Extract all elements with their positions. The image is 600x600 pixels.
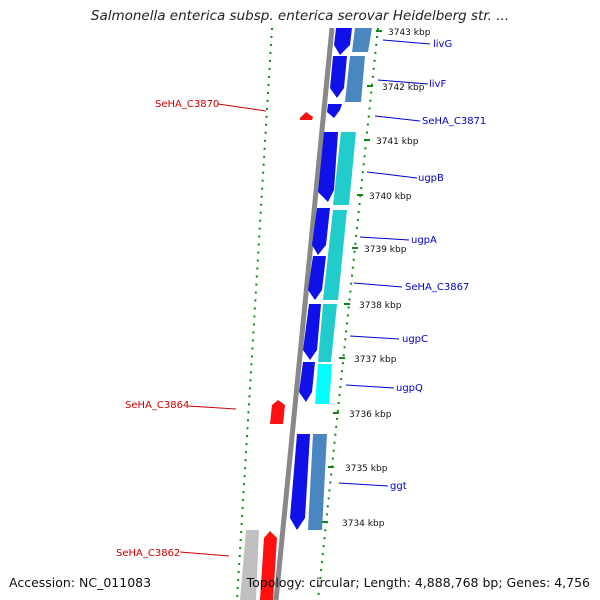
gc-track-left bbox=[236, 27, 273, 600]
accession-label: Accession: NC_011083 bbox=[9, 575, 152, 590]
gene-label-livF: livF bbox=[429, 79, 446, 90]
scale-label: 3742 kbp bbox=[382, 83, 425, 93]
gene-label-ggt: ggt bbox=[390, 481, 407, 492]
gene-label-SeHA_C3867: SeHA_C3867 bbox=[405, 282, 469, 293]
cds-SeHA_C3862-gray[interactable] bbox=[240, 530, 259, 600]
scale-label: 3739 kbp bbox=[364, 245, 407, 255]
map-title: Salmonella enterica subsp. enterica sero… bbox=[90, 8, 510, 24]
scale-label: 3736 kbp bbox=[349, 410, 392, 420]
gene-ugpA-forward[interactable] bbox=[312, 208, 330, 255]
cds-ugpA[interactable] bbox=[323, 210, 347, 300]
genome-summary: Topology: circular; Length: 4,888,768 bp… bbox=[246, 575, 590, 590]
scale-label: 3738 kbp bbox=[359, 301, 402, 311]
gene-labels-left: SeHA_C3870 SeHA_C3864 SeHA_C3862 bbox=[116, 99, 219, 559]
cds-ggt[interactable] bbox=[308, 434, 327, 530]
cds-livF[interactable] bbox=[345, 56, 365, 102]
scale-label: 3737 kbp bbox=[354, 355, 397, 365]
gene-label-ugpC: ugpC bbox=[402, 334, 428, 345]
scale-label: 3734 kbp bbox=[342, 519, 385, 529]
cds-ugpB[interactable] bbox=[333, 132, 356, 205]
scale-label: 3741 kbp bbox=[376, 137, 419, 147]
gene-label-SeHA_C3870: SeHA_C3870 bbox=[155, 99, 219, 110]
scale-labels: 3743 kbp 3742 kbp 3741 kbp 3740 kbp 3739… bbox=[342, 28, 431, 529]
gene-SeHA_C3867-forward[interactable] bbox=[308, 256, 326, 300]
gene-label-livG: livG bbox=[433, 39, 452, 50]
scale-label: 3735 kbp bbox=[345, 464, 388, 474]
gene-SeHA_C3864-reverse[interactable] bbox=[270, 400, 285, 424]
cds-track[interactable] bbox=[308, 28, 372, 530]
cds-livG[interactable] bbox=[352, 28, 372, 52]
gene-label-ugpB: ugpB bbox=[418, 173, 444, 184]
gene-ugpC-forward[interactable] bbox=[303, 304, 321, 360]
gene-label-SeHA_C3871: SeHA_C3871 bbox=[422, 116, 486, 127]
gene-label-SeHA_C3862: SeHA_C3862 bbox=[116, 548, 180, 559]
cds-ugpQ[interactable] bbox=[315, 364, 332, 404]
genome-backbone bbox=[273, 27, 335, 600]
gene-ggt-forward[interactable] bbox=[290, 434, 310, 530]
gene-SeHA_C3871-forward[interactable] bbox=[327, 104, 342, 118]
gene-labels-right: livG livF SeHA_C3871 ugpB ugpA SeHA_C386… bbox=[390, 39, 486, 492]
forward-genes[interactable] bbox=[290, 28, 352, 530]
gene-livF-forward[interactable] bbox=[330, 56, 347, 98]
scale-label: 3743 kbp bbox=[388, 28, 431, 38]
gene-leaders-right bbox=[338, 39, 431, 487]
reverse-genes[interactable] bbox=[240, 112, 313, 600]
gene-leaders-left bbox=[179, 103, 267, 557]
gene-ugpQ-forward[interactable] bbox=[299, 362, 315, 402]
gene-label-ugpQ: ugpQ bbox=[396, 383, 423, 394]
gene-ugpB-forward[interactable] bbox=[318, 132, 338, 202]
gene-livG-forward[interactable] bbox=[334, 28, 352, 55]
gene-label-SeHA_C3864: SeHA_C3864 bbox=[125, 400, 189, 411]
gene-SeHA_C3870-reverse[interactable] bbox=[300, 112, 313, 120]
scale-ticks bbox=[322, 30, 382, 523]
gene-label-ugpA: ugpA bbox=[411, 235, 437, 246]
cds-ugpC[interactable] bbox=[318, 304, 337, 362]
gene-SeHA_C3862-reverse[interactable] bbox=[260, 531, 277, 600]
scale-label: 3740 kbp bbox=[369, 192, 412, 202]
